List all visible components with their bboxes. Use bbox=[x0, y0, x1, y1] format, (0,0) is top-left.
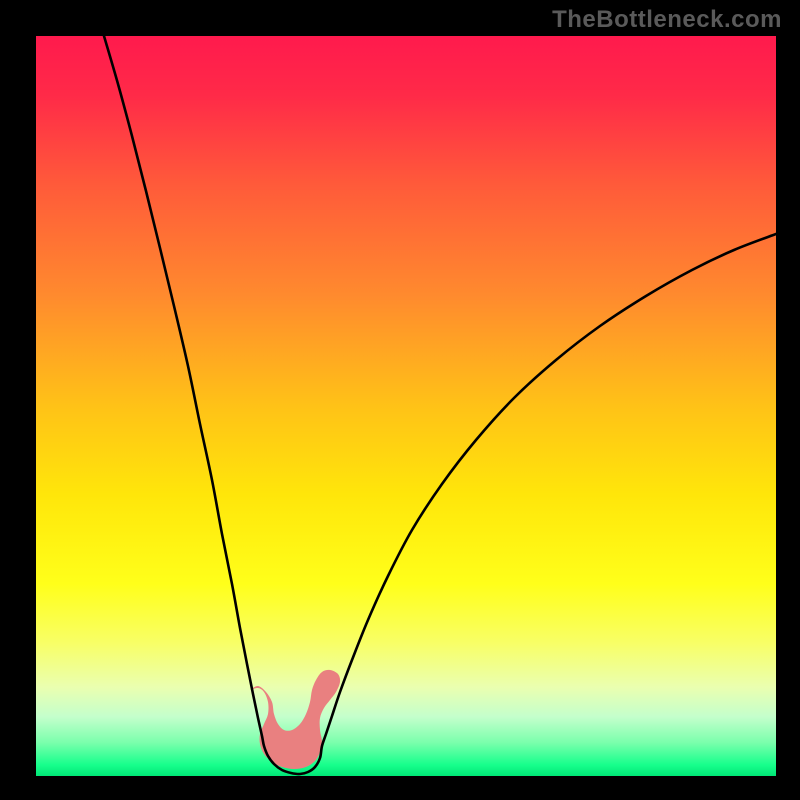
gradient-background bbox=[36, 36, 776, 776]
plot-area bbox=[36, 36, 776, 776]
plot-svg bbox=[36, 36, 776, 776]
watermark-text: TheBottleneck.com bbox=[552, 6, 782, 34]
